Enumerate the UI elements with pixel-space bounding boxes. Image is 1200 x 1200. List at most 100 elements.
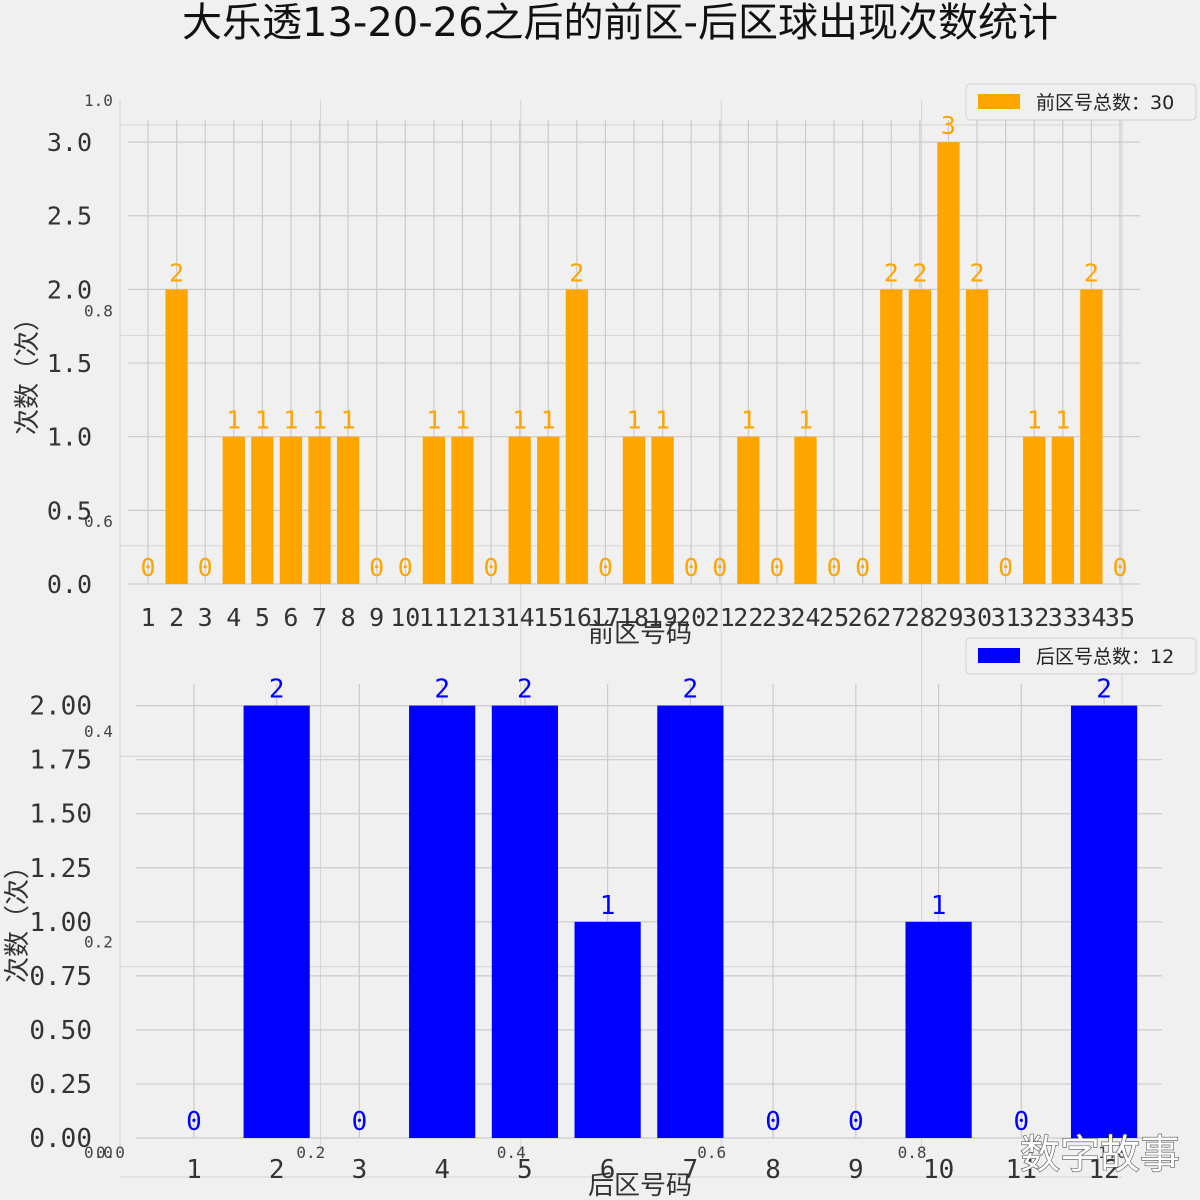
data-label: 2 xyxy=(683,675,699,705)
bar xyxy=(243,705,310,1138)
background-x-tick: 0.2 xyxy=(296,1143,325,1162)
y-tick-label: 0.75 xyxy=(29,962,92,992)
data-label: 2 xyxy=(884,258,899,287)
back-area-bars xyxy=(243,705,1138,1138)
x-tick-label: 4 xyxy=(226,603,241,632)
y-tick-label: 2.5 xyxy=(47,202,92,231)
data-label: 0 xyxy=(1014,1107,1030,1137)
x-tick-label: 27 xyxy=(876,603,906,632)
x-tick-label: 8 xyxy=(341,603,356,632)
back-area-legend: 后区号总数：12 xyxy=(965,637,1197,675)
back-area-data-labels: 0 2 0 2 2 1 2 0 0 1 0 2 xyxy=(186,675,1112,1137)
data-label: 0 xyxy=(484,553,499,582)
x-tick-label: 22 xyxy=(733,603,763,632)
background-y-tick: 0.4 xyxy=(84,722,113,741)
data-label: 1 xyxy=(255,406,270,435)
x-tick-label: 21 xyxy=(705,603,735,632)
y-tick-label: 1.00 xyxy=(29,908,92,938)
x-tick-label: 5 xyxy=(517,1155,533,1185)
data-label: 2 xyxy=(1084,258,1099,287)
background-x-tick: 1.0 xyxy=(1098,1143,1127,1162)
x-tick-label: 7 xyxy=(683,1155,699,1185)
background-x-tick: 0.6 xyxy=(697,1143,726,1162)
back-area-y-ticks: 0.00 0.25 0.50 0.75 1.00 1.25 1.50 1.75 2.00 xyxy=(29,692,92,1154)
y-tick-label: 1.25 xyxy=(29,854,92,884)
data-label: 1 xyxy=(226,406,241,435)
x-tick-label: 18 xyxy=(619,603,649,632)
front-area-legend: 前区号总数：30 xyxy=(965,83,1197,121)
y-tick-label: 0.50 xyxy=(29,1016,92,1046)
data-label: 0 xyxy=(769,553,784,582)
x-tick-label: 13 xyxy=(476,603,506,632)
data-label: 2 xyxy=(269,675,285,705)
data-label: 0 xyxy=(352,1107,368,1137)
data-label: 0 xyxy=(712,553,727,582)
front-area-x-ticks: 1 2 3 4 5 6 7 8 9 1011121314151617181920212223242… xyxy=(140,603,1135,632)
bar xyxy=(1080,289,1103,584)
x-tick-label: 33 xyxy=(1048,603,1078,632)
background-y-tick: 0.2 xyxy=(84,933,113,952)
y-tick-label: 1.50 xyxy=(29,800,92,830)
x-tick-label: 16 xyxy=(562,603,592,632)
x-tick-label: 1 xyxy=(186,1155,202,1185)
bar xyxy=(1070,705,1138,1138)
data-label: 0 xyxy=(765,1107,781,1137)
data-label: 1 xyxy=(512,406,527,435)
x-tick-label: 11 xyxy=(1006,1155,1037,1185)
background-x-tick: 0.8 xyxy=(898,1143,927,1162)
bar xyxy=(880,289,903,584)
bar xyxy=(308,436,331,584)
x-tick-label: 17 xyxy=(590,603,620,632)
data-label: 1 xyxy=(626,406,641,435)
data-label: 2 xyxy=(970,258,985,287)
bar xyxy=(251,436,274,584)
front-area-legend-label: 前区号总数：30 xyxy=(1036,92,1174,114)
data-label: 2 xyxy=(517,675,533,705)
data-label: 1 xyxy=(931,891,947,921)
y-tick-label: 3.0 xyxy=(47,128,92,157)
back-area-y-axis-label: 次数（次） xyxy=(3,853,33,983)
x-tick-label: 29 xyxy=(933,603,963,632)
data-label: 2 xyxy=(569,258,584,287)
data-label: 1 xyxy=(600,891,616,921)
data-label: 1 xyxy=(1055,406,1070,435)
x-tick-label: 3 xyxy=(198,603,213,632)
x-tick-label: 24 xyxy=(790,603,820,632)
x-tick-label: 2 xyxy=(169,603,184,632)
data-label: 2 xyxy=(1096,675,1112,705)
front-area-y-axis-label: 次数（次） xyxy=(13,305,43,435)
x-tick-label: 19 xyxy=(648,603,678,632)
data-label: 1 xyxy=(541,406,556,435)
background-y-tick: 0.8 xyxy=(84,301,113,320)
background-y-tick: 0.6 xyxy=(84,512,113,531)
y-tick-label: 2.0 xyxy=(47,275,92,304)
bar xyxy=(965,289,989,584)
x-tick-label: 2 xyxy=(269,1155,285,1185)
data-label: 0 xyxy=(398,553,413,582)
bar xyxy=(622,436,646,584)
x-tick-label: 31 xyxy=(991,603,1021,632)
bar xyxy=(908,289,932,584)
x-tick-label: 28 xyxy=(905,603,935,632)
x-tick-label: 26 xyxy=(848,603,878,632)
x-tick-label: 7 xyxy=(312,603,327,632)
x-tick-label: 6 xyxy=(600,1155,616,1185)
y-tick-label: 1.75 xyxy=(29,746,92,776)
data-label: 1 xyxy=(455,406,470,435)
bar xyxy=(537,436,560,584)
data-label: 2 xyxy=(169,258,184,287)
data-label: 1 xyxy=(1027,406,1042,435)
y-tick-label: 0.00 xyxy=(29,1124,92,1154)
x-tick-label: 6 xyxy=(283,603,298,632)
front-area-y-ticks: 0.0 0.5 1.0 1.5 2.0 2.5 3.0 xyxy=(47,128,92,599)
bar xyxy=(336,436,360,584)
x-tick-label: 14 xyxy=(505,603,535,632)
x-tick-label: 35 xyxy=(1105,603,1135,632)
back-area-legend-swatch xyxy=(978,648,1020,663)
data-label: 0 xyxy=(684,553,699,582)
background-y-tick: 0.0 xyxy=(84,1143,113,1162)
data-label: 1 xyxy=(341,406,356,435)
bar xyxy=(574,921,641,1138)
